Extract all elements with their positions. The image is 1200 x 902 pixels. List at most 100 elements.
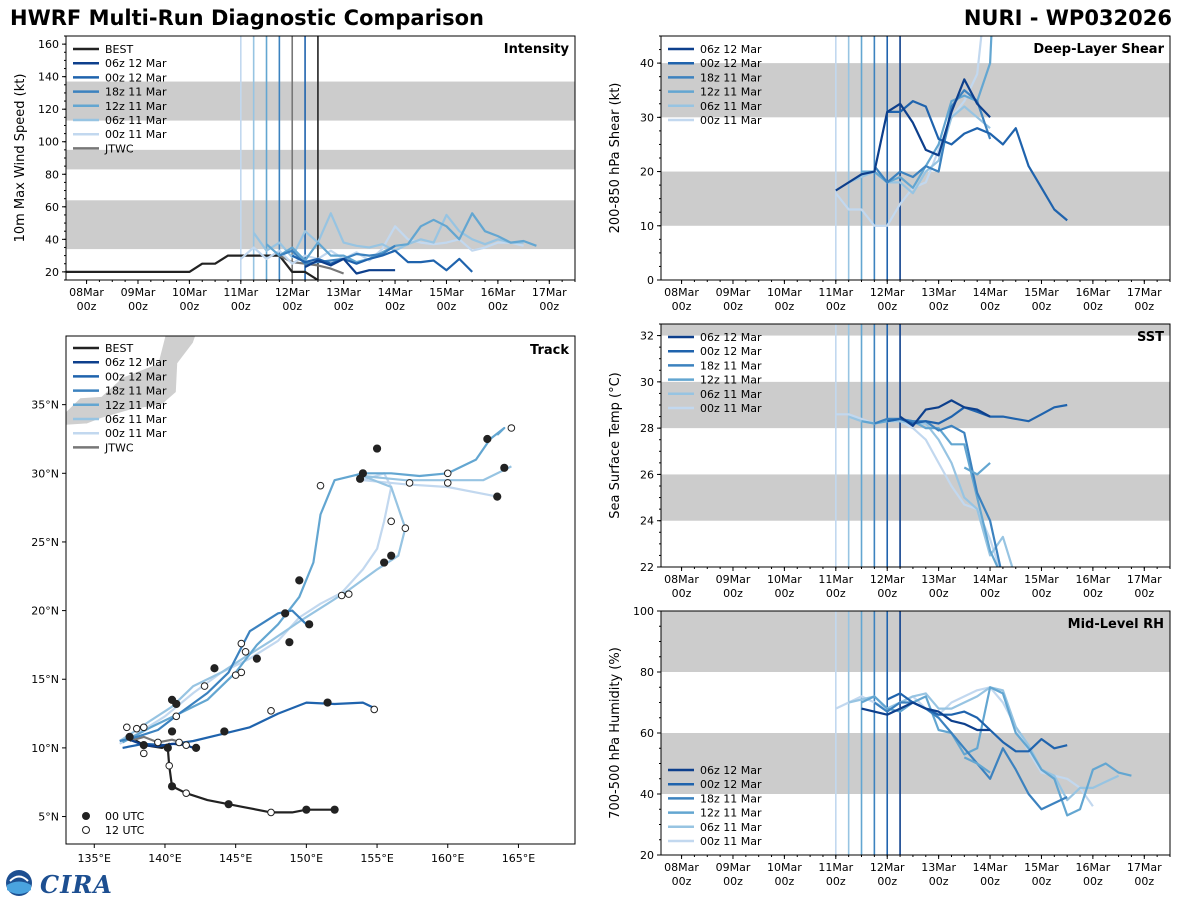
sst-band-2 (661, 324, 1170, 336)
shear-xtick-label: 00z (775, 300, 795, 313)
rh-xtick-label: 10Mar (767, 861, 802, 874)
track-point-12utc (370, 705, 379, 714)
sst-xtick-label: 00z (826, 587, 846, 600)
rh-series-12z-11-mar-late- (963, 756, 991, 774)
track-point-12utc (337, 591, 346, 600)
intensity-xtick-label: 17Mar (532, 286, 567, 299)
track-point-00utc (125, 732, 134, 742)
sst-xtick-label: 11Mar (818, 573, 853, 586)
rh-legend-label: 18z 11 Mar (700, 792, 762, 805)
intensity-series-12z-11-mar (265, 212, 537, 264)
intensity-xtick-label: 14Mar (378, 286, 413, 299)
intensity-plot-area (66, 36, 575, 280)
intensity-xtick-label: 00z (385, 300, 405, 313)
rh-xtick-label: 00z (980, 875, 1000, 888)
track-point-12utc (231, 671, 240, 679)
sst-series-12z-11-mar (861, 417, 999, 567)
storm-id: NURI - WP032026 (963, 6, 1172, 30)
track-point-12utc (182, 789, 190, 798)
shear-xtick-label: 11Mar (818, 286, 853, 299)
track-point-12utc (443, 469, 452, 478)
rh-series-12z-11-mar (861, 686, 1132, 817)
track-legend-label: 00z 11 Mar (105, 427, 167, 440)
shear-legend-label: 18z 11 Mar (700, 71, 762, 84)
sst-xtick-label: 09Mar (716, 573, 751, 586)
shear-xtick-label: 13Mar (921, 286, 956, 299)
sst-xtick-label: 17Mar (1127, 573, 1162, 586)
rh-legend-label: 12z 11 Mar (700, 807, 762, 820)
track-point-12utc (165, 761, 174, 770)
track-point-00utc (305, 620, 314, 629)
intensity-title: Intensity (504, 42, 570, 57)
track-legend-label: 06z 12 Mar (105, 356, 167, 369)
intensity-legend-label: 12z 11 Mar (105, 100, 167, 113)
track-xtick-label: 150°E (290, 852, 323, 865)
intensity-panel: 2040608010012014016008Mar00z09Mar00z10Ma… (13, 35, 576, 313)
sst-xtick-label: 00z (672, 587, 692, 600)
rh-ytick-label: 40 (640, 788, 654, 801)
intensity-legend-label: 00z 11 Mar (105, 128, 167, 141)
sst-xtick-label: 00z (929, 587, 949, 600)
track-point-12utc (344, 590, 353, 598)
sst-plot-area (661, 324, 1170, 567)
track-line-best (129, 735, 335, 814)
sst-xtick-label: 00z (723, 587, 743, 600)
intensity-band-0 (66, 200, 575, 250)
intensity-band-1 (66, 149, 575, 170)
sst-xtick-label: 00z (877, 587, 897, 600)
rh-xtick-label: 15Mar (1024, 861, 1059, 874)
shear-xtick-label: 00z (929, 300, 949, 313)
shear-xtick-label: 00z (1134, 300, 1154, 313)
sst-xtick-label: 16Mar (1075, 573, 1110, 586)
sst-series-12z-11-mar-late- (963, 462, 991, 476)
intensity-xtick-label: 00z (180, 300, 200, 313)
track-line-12z-11-mar (122, 426, 506, 744)
sst-xtick-label: 00z (980, 587, 1000, 600)
sst-legend-label: 06z 11 Mar (700, 388, 762, 401)
shear-xtick-label: 16Mar (1075, 286, 1110, 299)
rh-series-06z-12-mar (861, 701, 991, 732)
shear-series-06z-12-mar (835, 78, 991, 192)
intensity-legend-label: JTWC (104, 142, 134, 155)
rh-band-1 (661, 611, 1170, 672)
track-point-12utc (401, 524, 410, 533)
rh-xtick-label: 00z (1134, 875, 1154, 888)
track-point-00utc (167, 782, 177, 791)
track-xtick-label: 135°E (78, 852, 111, 865)
track-legend-label: 00z 12 Mar (105, 370, 167, 383)
kyushu-land (21, 420, 49, 460)
rh-xtick-label: 12Mar (870, 861, 905, 874)
rh-panel: 2040608010008Mar00z09Mar00z10Mar00z11Mar… (608, 605, 1171, 888)
track-point-12utc (154, 738, 162, 747)
track-point-00utc (372, 444, 382, 453)
rh-xtick-label: 08Mar (664, 861, 699, 874)
intensity-legend-label: 18z 11 Mar (105, 86, 167, 99)
track-marker-legend-label: 12 UTC (105, 824, 145, 837)
rh-ytick-label: 80 (640, 666, 654, 679)
shear-xtick-label: 12Mar (870, 286, 905, 299)
track-ytick-label: 20°N (31, 605, 59, 618)
sst-legend-label: 00z 11 Mar (700, 402, 762, 415)
shear-xtick-label: 00z (826, 300, 846, 313)
rh-xtick-label: 00z (672, 875, 692, 888)
track-point-12utc (182, 741, 190, 749)
track-frame (65, 335, 576, 845)
intensity-ytick-label: 60 (45, 201, 59, 214)
track-point-12utc (387, 517, 395, 526)
track-xtick-label: 160°E (431, 852, 464, 865)
sst-legend-label: 12z 11 Mar (700, 374, 762, 387)
rh-xtick-label: 00z (929, 875, 949, 888)
intensity-series-00z-11-mar (240, 225, 524, 265)
shear-legend-label: 06z 11 Mar (700, 100, 762, 113)
track-ytick-label: 15°N (31, 673, 59, 686)
cira-logo: CIRA (4, 868, 114, 899)
sst-ytick-label: 30 (640, 376, 654, 389)
shear-xtick-label: 08Mar (664, 286, 699, 299)
intensity-xtick-label: 11Mar (223, 286, 258, 299)
track-point-12utc (139, 723, 148, 732)
rh-legend-label: 00z 11 Mar (700, 835, 762, 848)
shear-ylabel: 200-850 hPa Shear (kt) (608, 83, 623, 234)
intensity-ytick-label: 120 (38, 103, 59, 116)
rh-ytick-label: 60 (640, 727, 654, 740)
intensity-ytick-label: 80 (45, 168, 59, 181)
